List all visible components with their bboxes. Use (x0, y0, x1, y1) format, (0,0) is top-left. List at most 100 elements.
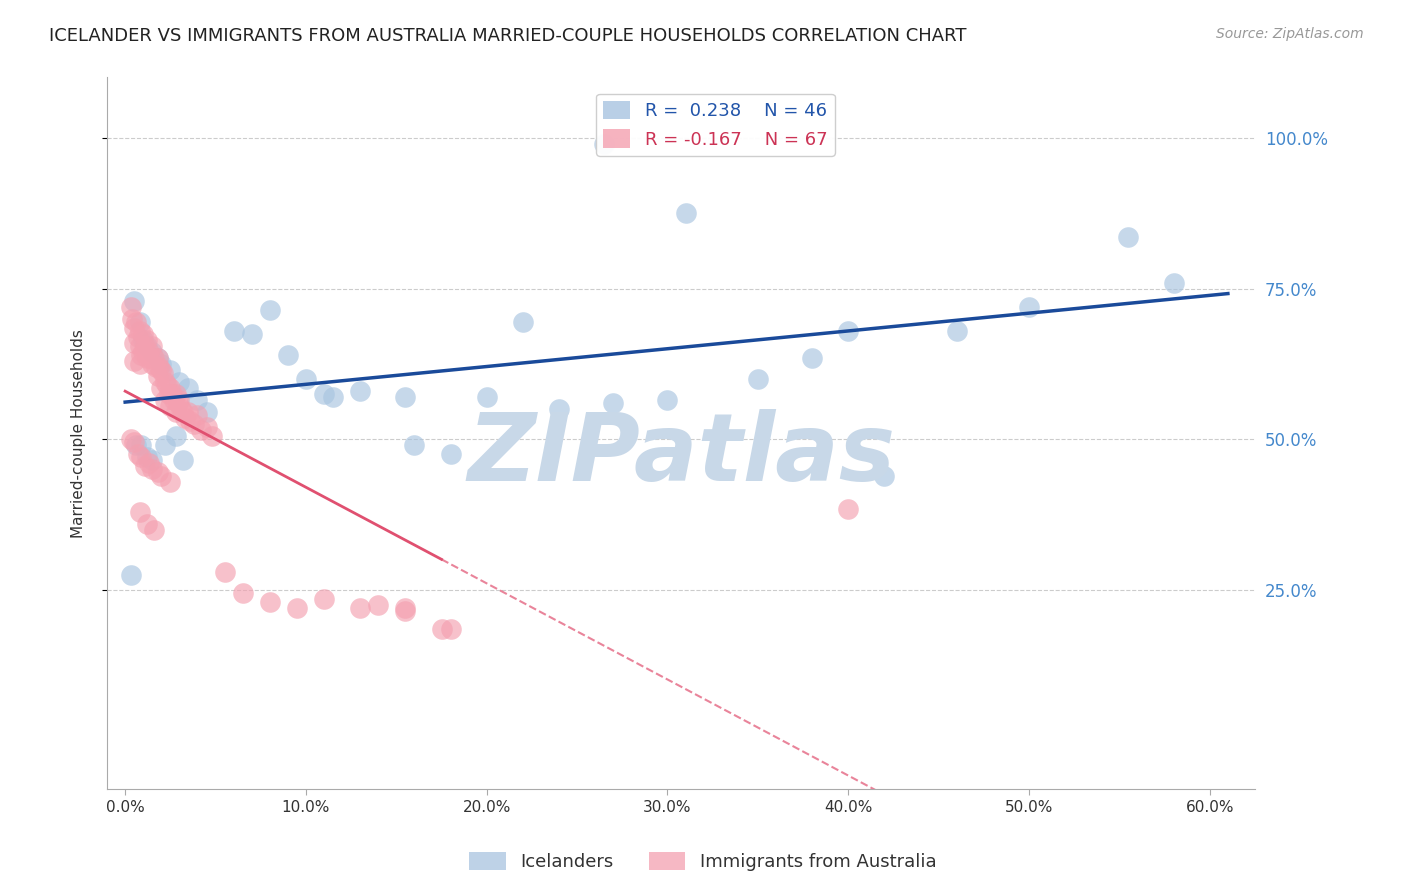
Point (747, 372, 769, 386)
Point (128, 324, 150, 338)
Text: ZIPatlas: ZIPatlas (467, 409, 896, 500)
Point (139, 351, 162, 365)
Point (135, 450, 157, 465)
Point (1118, 230, 1140, 244)
Point (873, 468, 896, 483)
Point (439, 623, 461, 637)
Point (186, 408, 208, 422)
Point (169, 393, 191, 408)
Point (439, 447, 461, 461)
Point (232, 586, 254, 600)
Point (146, 351, 169, 365)
Point (159, 381, 181, 395)
Point (131, 450, 153, 465)
Point (186, 393, 208, 408)
Point (394, 601, 416, 615)
Point (138, 457, 160, 471)
Point (122, 435, 145, 450)
Point (150, 381, 173, 395)
Point (122, 293, 145, 308)
Point (122, 320, 145, 334)
Point (295, 372, 318, 386)
Point (134, 339, 156, 353)
Point (141, 453, 163, 467)
Point (195, 420, 218, 434)
Point (837, 324, 859, 338)
Point (394, 390, 416, 404)
Point (157, 387, 180, 401)
Point (141, 344, 163, 359)
Point (152, 366, 174, 380)
Point (128, 339, 150, 353)
Point (172, 453, 194, 467)
Point (165, 405, 187, 419)
Point (131, 348, 153, 362)
Point (132, 326, 155, 341)
Point (125, 315, 148, 329)
Point (837, 501, 859, 516)
Point (160, 387, 183, 401)
Point (120, 568, 142, 582)
Point (138, 344, 160, 359)
Point (122, 335, 145, 350)
Point (135, 339, 157, 353)
Point (143, 351, 166, 365)
Point (165, 429, 187, 443)
Point (173, 411, 195, 425)
Y-axis label: Married-couple Households: Married-couple Households (72, 329, 86, 538)
Point (285, 601, 308, 615)
Point (159, 399, 181, 413)
Point (172, 405, 194, 419)
Point (127, 330, 149, 344)
Text: ICELANDER VS IMMIGRANTS FROM AUSTRALIA MARRIED-COUPLE HOUSEHOLDS CORRELATION CHA: ICELANDER VS IMMIGRANTS FROM AUSTRALIA M… (49, 27, 967, 45)
Point (120, 300, 142, 314)
Point (128, 357, 150, 371)
Point (159, 363, 181, 377)
Point (163, 393, 186, 408)
Point (190, 423, 212, 437)
Point (170, 402, 193, 417)
Point (146, 369, 169, 384)
Point (277, 348, 299, 362)
Point (159, 475, 181, 489)
Point (135, 351, 157, 365)
Point (128, 505, 150, 519)
Point (135, 333, 157, 347)
Point (222, 324, 245, 338)
Point (128, 315, 150, 329)
Point (169, 375, 191, 389)
Point (150, 357, 173, 371)
Point (153, 393, 176, 408)
Point (125, 438, 148, 452)
Point (240, 326, 263, 341)
Point (122, 354, 145, 368)
Point (121, 311, 143, 326)
Point (146, 466, 169, 480)
Point (657, 393, 679, 408)
Point (143, 523, 166, 537)
Point (153, 375, 176, 389)
Point (141, 357, 163, 371)
Point (127, 447, 149, 461)
Point (195, 405, 218, 419)
Point (166, 396, 188, 410)
Legend: Icelanders, Immigrants from Australia: Icelanders, Immigrants from Australia (463, 845, 943, 879)
Point (132, 333, 155, 347)
Point (349, 601, 371, 615)
Point (201, 429, 224, 443)
Point (179, 414, 201, 428)
Point (602, 396, 624, 410)
Point (312, 592, 335, 607)
Point (135, 516, 157, 531)
Point (945, 324, 967, 338)
Point (148, 359, 170, 374)
Point (259, 302, 281, 317)
Point (259, 595, 281, 609)
Point (150, 363, 173, 377)
Point (146, 351, 169, 365)
Text: Source: ZipAtlas.com: Source: ZipAtlas.com (1216, 27, 1364, 41)
Point (134, 459, 156, 474)
Point (177, 405, 200, 419)
Point (404, 438, 426, 452)
Point (312, 387, 335, 401)
